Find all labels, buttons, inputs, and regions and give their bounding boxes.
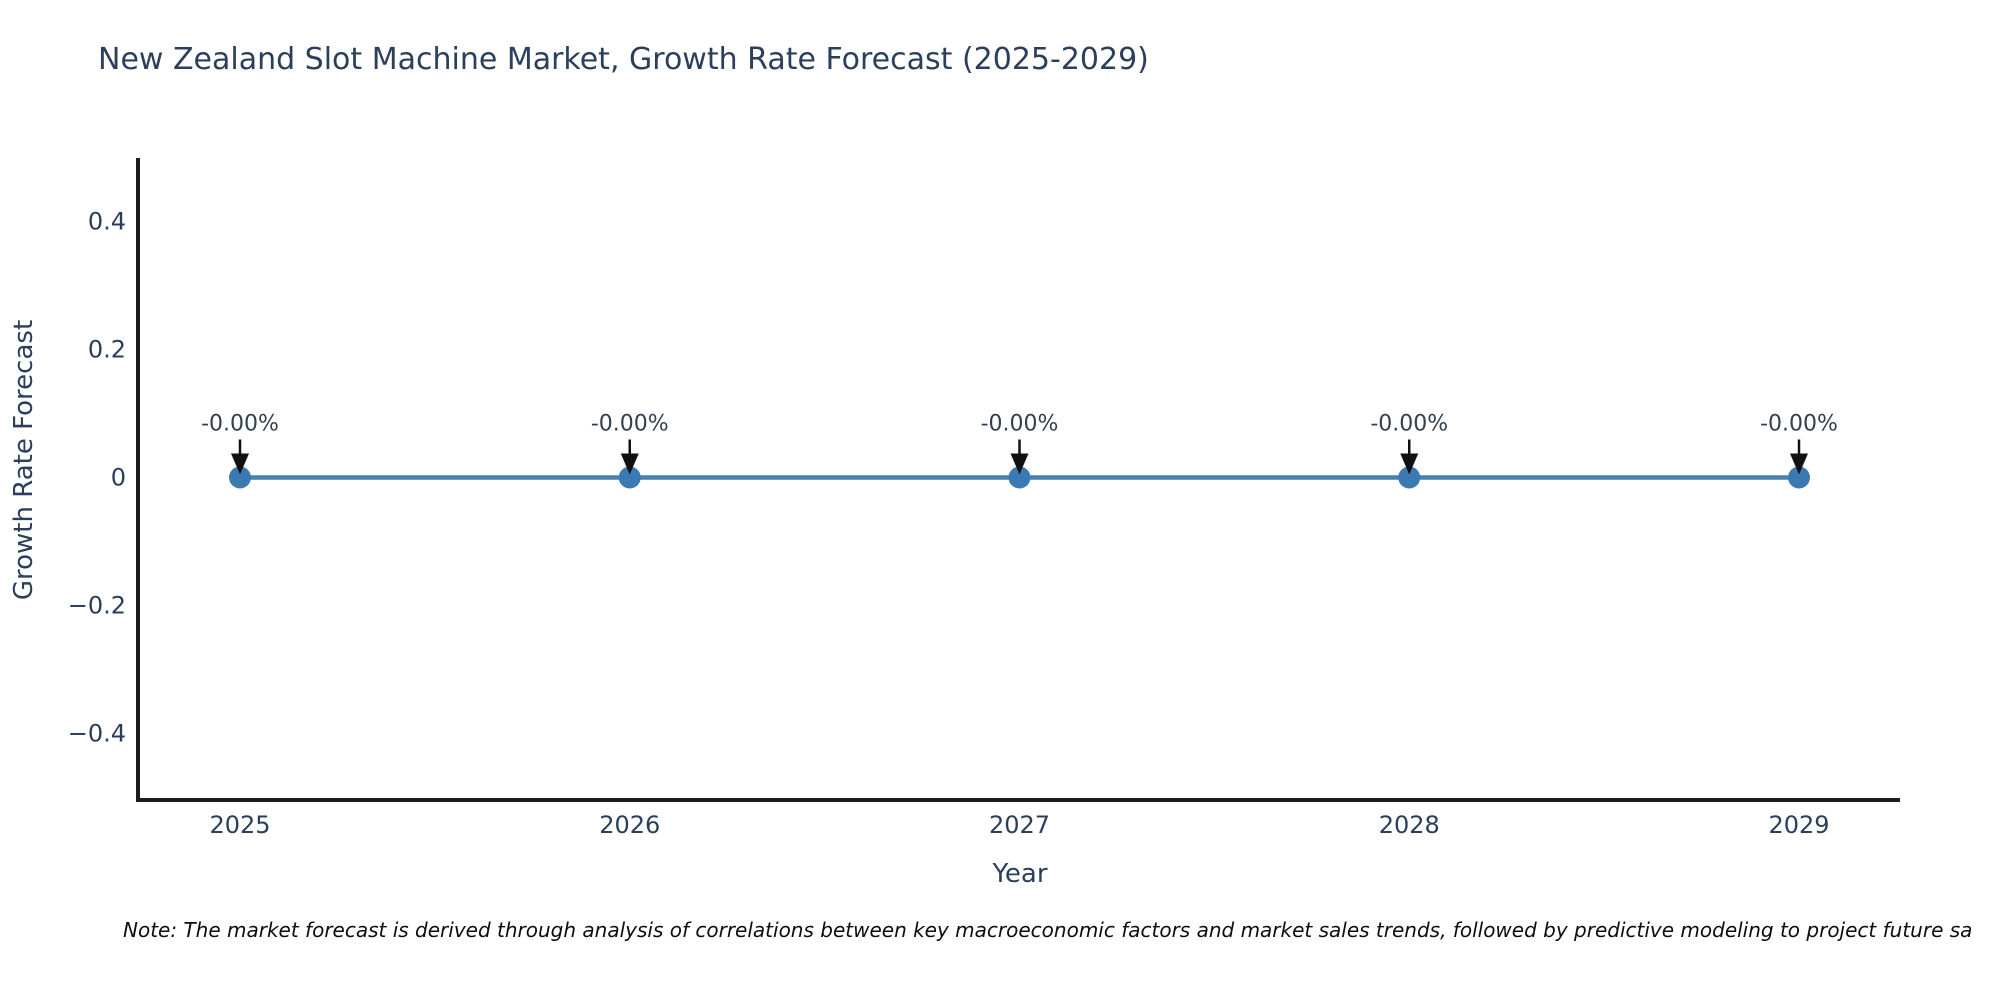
y-tick-label: −0.4 (68, 720, 126, 748)
footnote: Note: The market forecast is derived thr… (123, 918, 1973, 942)
annotation-arrowhead (620, 453, 639, 475)
x-tick-label: 2025 (209, 811, 270, 839)
data-point-marker (229, 466, 251, 489)
annotation-arrowhead (1790, 453, 1808, 475)
x-axis-title: Year (992, 859, 1048, 889)
y-tick-label: 0.2 (88, 336, 126, 364)
data-point-marker (618, 466, 641, 489)
annotation-label: -0.00% (981, 412, 1059, 437)
annotation-arrowhead (231, 453, 249, 475)
annotation-label: -0.00% (1760, 412, 1838, 437)
data-point-marker (1008, 466, 1031, 489)
x-tick-label: 2028 (1379, 811, 1440, 839)
y-tick-label: −0.2 (68, 592, 126, 620)
annotation-label: -0.00% (1370, 412, 1448, 437)
chart-title: New Zealand Slot Machine Market, Growth … (98, 42, 1149, 77)
x-tick-label: 2027 (989, 811, 1050, 839)
annotation-arrowhead (1010, 453, 1029, 475)
data-point-marker (1398, 466, 1421, 489)
y-tick-label: 0.4 (88, 208, 126, 236)
annotation-arrowhead (1400, 453, 1419, 475)
annotation-label: -0.00% (201, 412, 279, 437)
annotation-label: -0.00% (591, 412, 669, 437)
x-tick-label: 2029 (1768, 811, 1829, 839)
y-tick-label: 0 (111, 464, 126, 492)
x-tick-label: 2026 (599, 811, 660, 839)
data-point-marker (1788, 466, 1810, 489)
